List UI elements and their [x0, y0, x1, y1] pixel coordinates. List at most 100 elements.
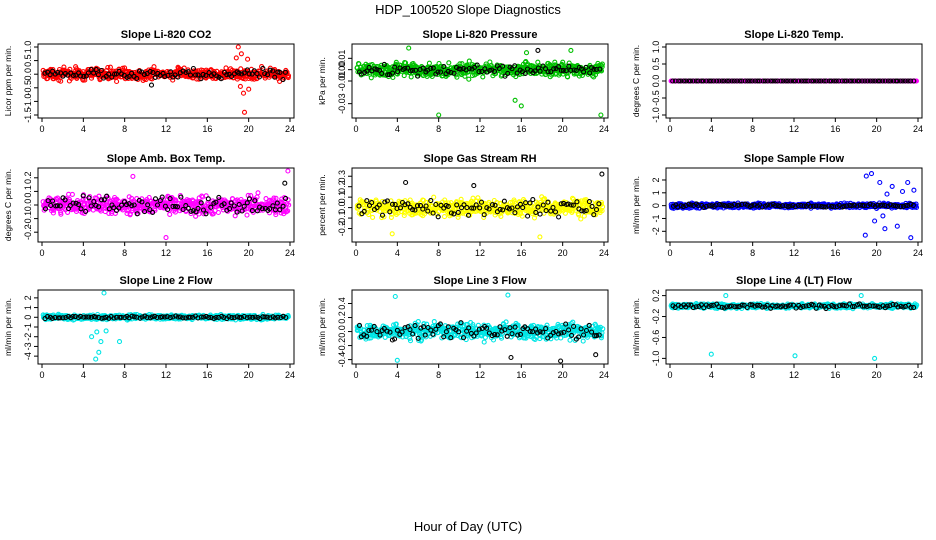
data-point [483, 61, 489, 67]
y-tick-label: 0.00 [337, 61, 347, 79]
data-point-black [724, 78, 730, 84]
plot-frame [37, 289, 295, 365]
data-point [371, 63, 377, 69]
data-point [401, 73, 407, 79]
data-point-black [551, 66, 557, 72]
data-point-black [147, 68, 153, 75]
y-axis-label: ml/min per min. [3, 298, 13, 356]
x-tick-label: 16 [202, 370, 212, 380]
data-point [58, 78, 64, 84]
data-point-black [448, 69, 454, 75]
panel-title: Slope Line 2 Flow [120, 275, 213, 287]
data-point-black [537, 68, 543, 74]
y-tick-label: -0.03 [337, 93, 347, 114]
data-point-black [479, 69, 485, 75]
x-tick-label: 24 [599, 370, 609, 380]
data-point-black [545, 69, 551, 75]
data-point-black [700, 78, 706, 84]
data-point-black [254, 71, 260, 77]
y-tick-label: -0.1 [23, 211, 33, 227]
y-tick-label: -1.0 [651, 107, 661, 123]
data-point-black [729, 78, 735, 84]
data-point-black [206, 70, 212, 76]
y-tick-label: -2 [23, 333, 33, 341]
data-point-black [55, 69, 61, 76]
y-tick-label: 0 [23, 315, 33, 320]
plot-frame [351, 43, 609, 119]
data-point-black [50, 68, 56, 74]
panel-4: Slope Amb. Box Temp.degrees C per min. -0… [3, 153, 295, 258]
data-point-black [560, 67, 566, 73]
y-tick-label: 0.01 [337, 50, 347, 68]
data-point [408, 74, 414, 80]
data-point [403, 60, 409, 66]
data-point-black [695, 78, 701, 84]
data-point [441, 214, 448, 220]
data-point-black [224, 72, 230, 78]
y-tick-label: 0 [651, 203, 661, 208]
data-point-black [198, 76, 204, 82]
data-point-black [716, 78, 722, 84]
data-point-black [262, 71, 268, 77]
data-point-black [522, 70, 528, 76]
data-point [94, 329, 100, 335]
data-point-black [229, 73, 235, 80]
y-tick-label: 0.2 [23, 172, 33, 185]
x-tick-label: 16 [830, 124, 840, 134]
data-point-black [239, 71, 245, 77]
x-tick-label: 8 [122, 370, 127, 380]
y-tick-label: -1.0 [23, 94, 33, 110]
data-point-black [591, 66, 597, 72]
data-point-black [719, 78, 725, 84]
x-tick-label: 4 [81, 248, 86, 258]
data-point-black [395, 69, 401, 75]
data-point-black [113, 71, 119, 77]
data-point-black [246, 71, 252, 77]
data-point-black [597, 66, 603, 72]
x-tick-label: 8 [750, 248, 755, 258]
x-tick-label: 4 [709, 248, 714, 258]
data-point-black [200, 71, 206, 77]
data-point-black [540, 63, 546, 69]
data-point-black [203, 72, 209, 78]
y-tick-label: 0.5 [651, 58, 661, 71]
x-tick-label: 0 [353, 248, 358, 258]
y-axis-label: ml/min per min. [631, 176, 641, 234]
y-axis-label: degrees C per min. [631, 45, 641, 117]
data-point-black [85, 70, 91, 76]
x-tick-label: 8 [122, 124, 127, 134]
data-point-black [364, 68, 370, 74]
data-point-black [392, 64, 398, 70]
x-tick-label: 0 [39, 124, 44, 134]
data-point [889, 183, 895, 189]
x-tick-label: 20 [872, 248, 882, 258]
data-point-black [77, 73, 84, 79]
data-point-black [542, 66, 549, 72]
data-point [143, 77, 149, 83]
y-tick-label: -1 [651, 214, 661, 222]
data-point [863, 173, 869, 179]
x-tick-label: 16 [516, 124, 526, 134]
x-tick-label: 4 [395, 370, 400, 380]
x-tick-label: 20 [558, 370, 568, 380]
data-point-black [708, 78, 714, 84]
data-point-black [721, 78, 727, 84]
y-tick-label: 0.3 [337, 170, 347, 183]
data-point [368, 75, 374, 81]
y-axis-label: kPa per min. [317, 57, 327, 105]
data-point [908, 235, 914, 241]
panel-3: Slope Li-820 Temp.degrees C per min. -1.0… [631, 29, 923, 134]
data-point-black [381, 61, 387, 67]
data-point-black [42, 70, 48, 76]
data-point [285, 73, 292, 79]
data-point-black [672, 78, 678, 84]
data-point [565, 74, 571, 80]
data-point-black [405, 65, 411, 71]
y-tick-label: 0.0 [337, 325, 347, 338]
x-tick-label: 12 [789, 248, 799, 258]
data-point [389, 231, 395, 237]
data-point-black [272, 74, 278, 80]
data-point-black [514, 70, 520, 76]
data-point-black [187, 72, 194, 78]
